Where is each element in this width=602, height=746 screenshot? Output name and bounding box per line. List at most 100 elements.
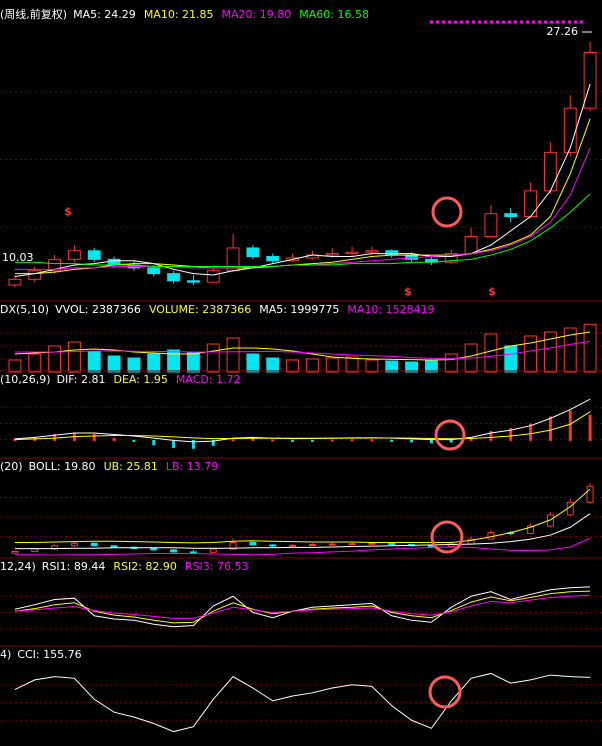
bar bbox=[127, 357, 141, 373]
bar bbox=[330, 439, 334, 442]
candle-body bbox=[527, 525, 535, 534]
bar bbox=[563, 327, 577, 373]
bar bbox=[583, 323, 597, 373]
bar bbox=[172, 439, 176, 448]
legend-entry: MA10: 1528419 bbox=[347, 303, 434, 316]
series-line bbox=[14, 193, 591, 267]
legend-entry: VVOL: 2387366 bbox=[55, 303, 141, 316]
bar bbox=[152, 439, 156, 446]
candle-body bbox=[87, 250, 101, 260]
candle-body bbox=[206, 270, 220, 283]
candle-body bbox=[464, 236, 478, 255]
bar bbox=[28, 353, 42, 373]
series-line bbox=[14, 488, 591, 544]
candle-body bbox=[8, 278, 22, 286]
bar bbox=[509, 428, 513, 441]
candle-body bbox=[170, 549, 178, 553]
panel-label: (10,26,9) bbox=[0, 373, 51, 386]
candle-body bbox=[107, 258, 121, 266]
candle-body bbox=[70, 542, 78, 547]
bar bbox=[410, 439, 414, 443]
legend-entry: MACD: 1.72 bbox=[176, 373, 241, 386]
series-line bbox=[14, 594, 591, 619]
candle-body bbox=[167, 273, 181, 282]
bar bbox=[147, 353, 161, 373]
event-marker: $ bbox=[404, 285, 412, 298]
bar bbox=[449, 439, 453, 443]
series-line bbox=[14, 83, 591, 277]
candle-body bbox=[289, 544, 297, 547]
bar bbox=[365, 359, 379, 373]
bar bbox=[370, 439, 374, 442]
bar bbox=[266, 357, 280, 373]
bar bbox=[424, 359, 438, 373]
bar bbox=[67, 341, 81, 373]
candle-body bbox=[110, 545, 118, 548]
bar bbox=[206, 343, 220, 373]
candle-body bbox=[365, 250, 379, 253]
highlight-circle bbox=[434, 419, 466, 451]
bar bbox=[251, 438, 255, 441]
candle-body bbox=[11, 550, 19, 554]
legend-entry: MA5: 1999775 bbox=[259, 303, 339, 316]
bar bbox=[504, 345, 518, 373]
highlight-circle bbox=[430, 520, 464, 554]
legend-entry: MA60: 16.58 bbox=[299, 8, 369, 21]
candle-body bbox=[524, 190, 538, 218]
highlight-circle bbox=[431, 196, 463, 228]
candle-body bbox=[249, 541, 257, 546]
bar bbox=[529, 423, 533, 441]
candle-body bbox=[345, 251, 359, 255]
bar bbox=[444, 353, 458, 373]
candle-body bbox=[484, 213, 498, 238]
candle-body bbox=[368, 542, 376, 545]
legend-entry: MA5: 24.29 bbox=[73, 8, 136, 21]
candle-body bbox=[90, 542, 98, 547]
bar bbox=[112, 437, 116, 441]
legend-entry: DEA: 1.95 bbox=[113, 373, 167, 386]
candle-body bbox=[229, 541, 237, 550]
legend-entry: MA10: 21.85 bbox=[144, 8, 214, 21]
series-line bbox=[14, 513, 591, 550]
bar bbox=[53, 433, 57, 441]
bar bbox=[246, 353, 260, 373]
bar bbox=[588, 414, 592, 441]
panel-label: DX(5,10) bbox=[0, 303, 49, 316]
bar bbox=[429, 439, 433, 444]
bar bbox=[211, 439, 215, 446]
bar bbox=[385, 360, 399, 373]
highlight-circles bbox=[428, 196, 466, 709]
series-line bbox=[14, 586, 591, 628]
candle-body bbox=[150, 547, 158, 551]
bar bbox=[48, 345, 62, 373]
candle-body bbox=[583, 52, 597, 109]
bar bbox=[286, 359, 300, 373]
candle-body bbox=[31, 548, 39, 552]
bar bbox=[231, 439, 235, 442]
legend-entry: BOLL: 19.80 bbox=[29, 460, 96, 473]
candle-body bbox=[186, 280, 200, 283]
bar bbox=[325, 357, 339, 373]
candle-body bbox=[586, 485, 594, 503]
panel-label: (20) bbox=[0, 460, 23, 473]
bar bbox=[489, 431, 493, 441]
bar bbox=[543, 331, 557, 373]
candle-body bbox=[28, 270, 42, 280]
candle-body bbox=[385, 250, 399, 256]
bar bbox=[484, 333, 498, 373]
bar bbox=[8, 359, 22, 373]
legend-entry: DIF: 2.81 bbox=[57, 373, 106, 386]
bar bbox=[107, 355, 121, 373]
candle-body bbox=[266, 255, 280, 262]
candle-body bbox=[209, 548, 217, 553]
panel-label: (周线,前复权) bbox=[0, 7, 67, 21]
candle-body bbox=[308, 544, 316, 547]
candle-body bbox=[325, 253, 339, 256]
legend-entry: UB: 25.81 bbox=[104, 460, 158, 473]
legend-entry: VOLUME: 2387366 bbox=[149, 303, 251, 316]
bar bbox=[291, 439, 295, 442]
candle-body bbox=[388, 542, 396, 546]
candle-body bbox=[48, 258, 62, 272]
series-line bbox=[14, 340, 591, 360]
